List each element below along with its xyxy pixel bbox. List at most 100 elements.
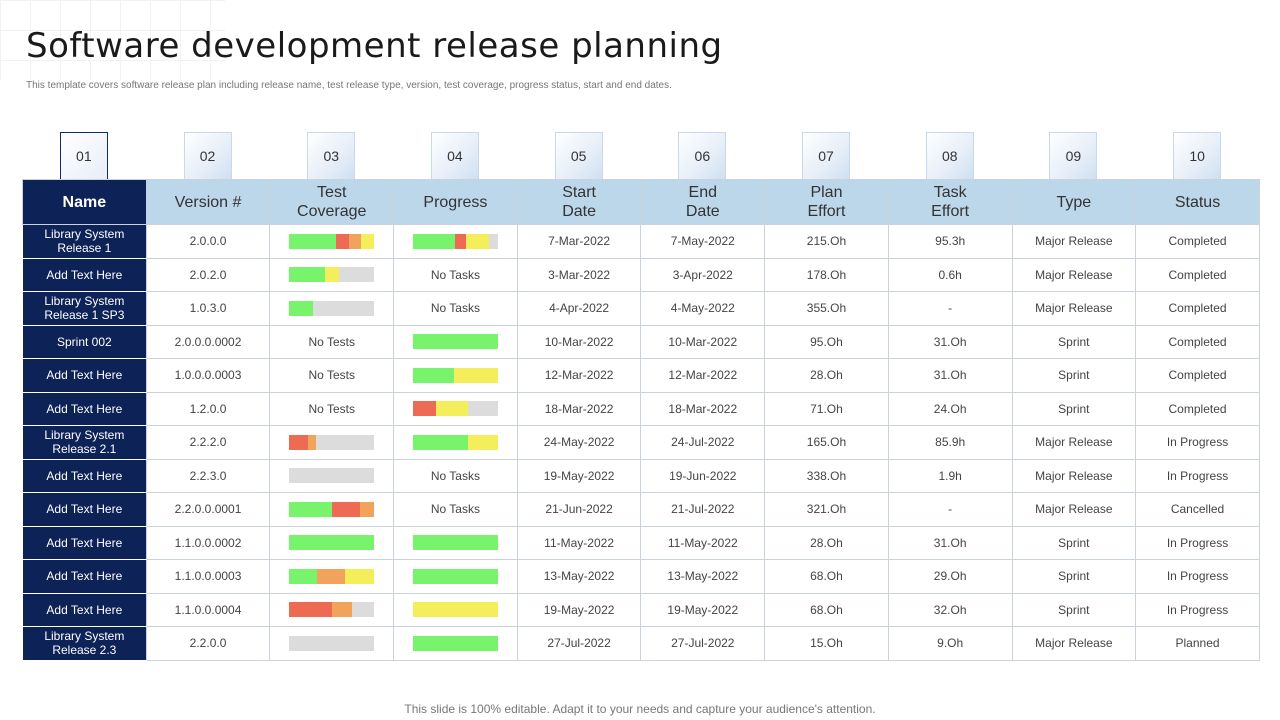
version-cell: 2.0.0.0 [145,224,271,259]
status-cell: In Progress [1135,458,1260,493]
end-cell: 3-Apr-2022 [640,257,766,292]
task-cell: 29.Oh [887,559,1013,594]
test-coverage-bar-segment [348,233,361,249]
version-cell: 2.0.0.0.0002 [145,324,271,359]
end-cell: 13-May-2022 [640,559,766,594]
plan-cell: 178.Oh [764,257,889,292]
column-header-type: Type [1011,179,1137,225]
test-coverage-bar-segment [331,602,353,618]
progress-cell [393,224,518,259]
test-coverage-bar-segment [360,233,375,249]
test-coverage-bar [289,267,375,283]
start-cell: 18-Mar-2022 [516,391,642,426]
coverage-cell: No Tests [269,324,395,359]
status-cell: Completed [1135,291,1260,326]
progress-cell: No Tasks [393,458,518,493]
name-cell: Add Text Here [22,559,147,594]
coverage-cell [269,592,395,627]
status-cell: Cancelled [1135,492,1260,527]
column-number-badge: 05 [554,132,603,179]
type-cell: Sprint [1011,559,1137,594]
table-header-row: Name Version # Test Coverage Progress Start Da… [22,179,1260,225]
task-cell: 1.9h [887,458,1013,493]
end-cell: 19-May-2022 [640,592,766,627]
status-cell: Completed [1135,324,1260,359]
start-cell: 4-Apr-2022 [516,291,642,326]
footer-note: This slide is 100% editable. Adapt it to… [404,702,876,716]
progress-cell [393,391,518,426]
plan-cell: 215.Oh [764,224,889,259]
version-cell: 1.0.3.0 [145,291,271,326]
progress-bar [412,401,498,417]
end-cell: 7-May-2022 [640,224,766,259]
table-row: Library System Release 1 SP3 1.0.3.0 No Ta… [22,291,1260,326]
test-coverage-bar-segment [307,434,317,450]
column-number-badge: 06 [678,132,727,179]
test-coverage-text: No Tests [308,368,355,383]
end-cell: 4-May-2022 [640,291,766,326]
progress-bar [412,568,498,584]
progress-cell [393,358,518,393]
coverage-cell [269,291,395,326]
progress-text: No Tasks [430,468,480,483]
version-cell: 1.2.0.0 [145,391,271,426]
status-cell: In Progress [1135,559,1260,594]
name-cell: Add Text Here [22,257,147,292]
progress-bar-segment [412,434,469,450]
test-coverage-bar-segment [289,568,318,584]
type-cell: Major Release [1011,291,1137,326]
test-coverage-bar-segment [289,602,332,618]
version-cell: 1.1.0.0.0004 [145,592,271,627]
progress-cell [393,324,518,359]
progress-text: No Tasks [430,301,480,316]
end-cell: 27-Jul-2022 [640,626,766,661]
plan-cell: 338.Oh [764,458,889,493]
table-row: Add Text Here 2.2.3.0 No Tasks 19-May-2022 1… [22,458,1260,493]
plan-cell: 28.Oh [764,358,889,393]
name-cell: Add Text Here [22,492,147,527]
table-row: Sprint 002 2.0.0.0.0002 No Tests 10-Mar-202… [22,324,1260,359]
status-cell: In Progress [1135,425,1260,460]
column-number-badge: 04 [430,132,479,179]
status-cell: Completed [1135,391,1260,426]
coverage-cell [269,492,395,527]
task-cell: 85.9h [887,425,1013,460]
progress-bar-segment [455,233,466,249]
task-cell: 24.Oh [887,391,1013,426]
task-cell: 95.3h [887,224,1013,259]
end-cell: 18-Mar-2022 [640,391,766,426]
type-cell: Major Release [1011,458,1137,493]
task-cell: 31.Oh [887,358,1013,393]
progress-bar-segment [412,233,456,249]
table-body: Library System Release 1 2.0.0.0 7-Mar-202… [22,224,1260,661]
type-cell: Major Release [1011,492,1137,527]
type-cell: Major Release [1011,626,1137,661]
progress-bar [412,535,498,551]
table-row: Add Text Here 2.0.2.0 No Tasks 3-Mar-2022 3-… [22,257,1260,292]
progress-bar-segment [412,568,498,584]
test-coverage-text: No Tests [308,334,355,349]
column-header-end: End Date [640,179,766,225]
progress-bar [412,602,498,618]
start-cell: 13-May-2022 [516,559,642,594]
progress-bar-segment [412,367,454,383]
start-cell: 10-Mar-2022 [516,324,642,359]
column-header-name: Name [22,179,147,225]
task-cell: - [887,291,1013,326]
progress-bar-segment [435,401,469,417]
status-cell: In Progress [1135,525,1260,560]
end-cell: 10-Mar-2022 [640,324,766,359]
type-cell: Sprint [1011,358,1137,393]
progress-bar-segment [412,535,498,551]
test-coverage-bar-segment [289,535,375,551]
test-coverage-bar [289,602,375,618]
progress-bar [412,434,498,450]
column-header-version: Version # [145,179,271,225]
version-cell: 2.2.0.0.0001 [145,492,271,527]
coverage-cell [269,626,395,661]
column-number-badge: 01 [59,132,108,179]
coverage-cell [269,559,395,594]
test-coverage-bar-segment [359,501,375,517]
progress-bar [412,367,498,383]
column-number-row: 01 02 03 04 05 06 07 08 09 10 [22,132,1259,180]
